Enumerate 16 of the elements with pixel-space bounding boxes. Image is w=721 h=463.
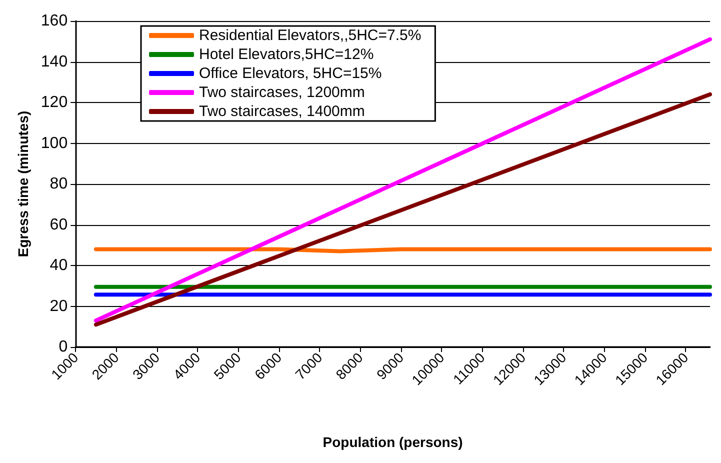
y-tick-label: 0	[58, 338, 68, 356]
y-tick-label: 60	[50, 216, 68, 234]
y-tick-label: 40	[50, 257, 68, 274]
legend-label: Residential Elevators,,5HC=7.5%	[199, 27, 422, 44]
y-axis-title: Egress time (minutes)	[15, 110, 31, 258]
legend-label: Office Elevators, 5HC=15%	[199, 65, 382, 82]
x-axis-title: Population (persons)	[322, 434, 463, 450]
y-tick-label: 140	[40, 53, 68, 70]
legend-label: Two staircases, 1400mm	[199, 103, 365, 120]
y-tick-label: 100	[40, 134, 68, 152]
y-tick-label: 160	[40, 12, 68, 30]
y-tick-label: 80	[50, 176, 68, 192]
legend-label: Two staircases, 1200mm	[199, 84, 365, 101]
legend-label: Hotel Elevators,5HC=12%	[199, 46, 374, 63]
y-tick-label: 120	[40, 94, 68, 111]
y-tick-label: 20	[50, 298, 68, 315]
